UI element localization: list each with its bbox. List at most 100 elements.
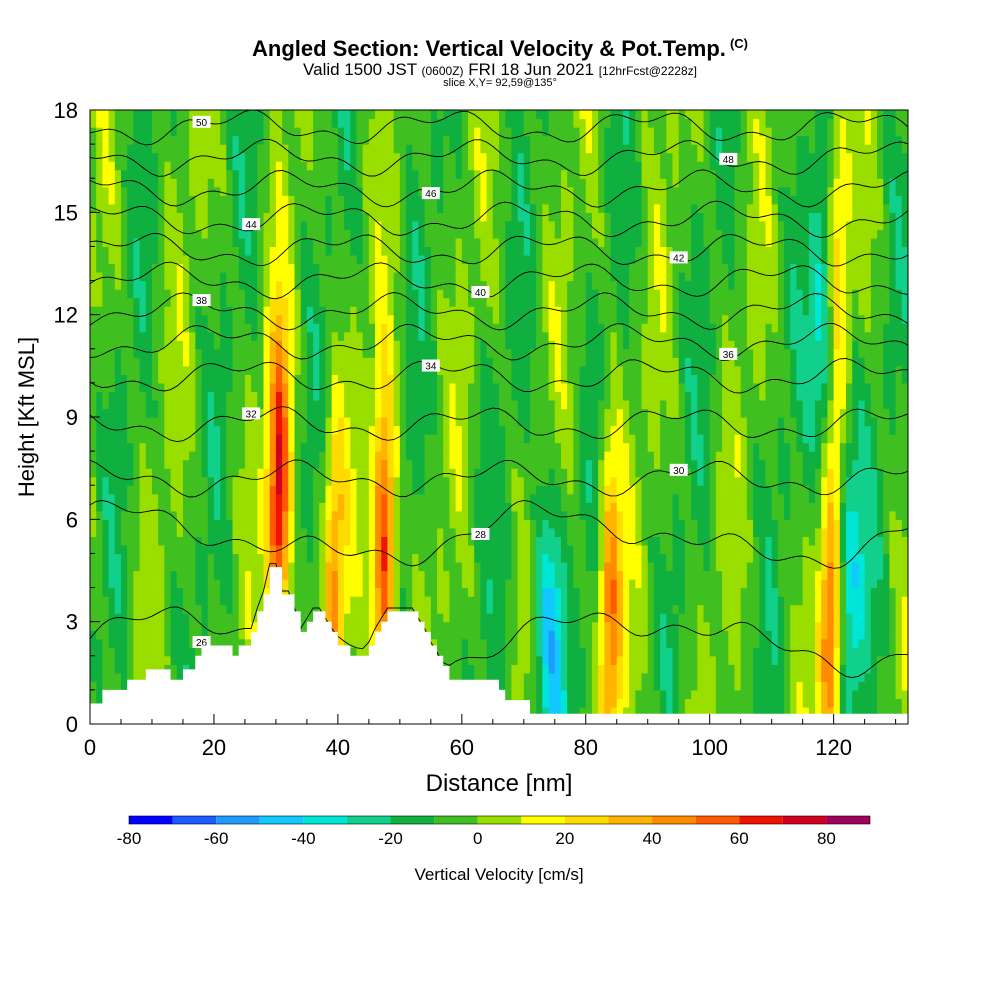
velocity-cell: [356, 314, 364, 324]
velocity-cell: [170, 672, 178, 682]
velocity-cell: [90, 476, 97, 486]
velocity-cell: [282, 553, 289, 563]
velocity-cell: [201, 536, 209, 546]
velocity-cell: [207, 272, 215, 282]
velocity-cell: [443, 331, 451, 341]
velocity-cell: [176, 195, 184, 205]
velocity-cell: [412, 135, 420, 145]
velocity-cell: [226, 451, 234, 461]
velocity-cell: [461, 263, 469, 273]
velocity-cell: [102, 127, 110, 137]
velocity-cell: [331, 391, 339, 401]
velocity-cell: [350, 502, 358, 512]
velocity-cell: [412, 297, 420, 307]
velocity-cell: [238, 510, 246, 520]
velocity-cell: [263, 519, 271, 529]
velocity-cell: [195, 289, 203, 299]
velocity-cell: [282, 118, 289, 128]
velocity-cell: [251, 169, 258, 179]
velocity-cell: [344, 468, 351, 478]
velocity-cell: [387, 144, 395, 154]
velocity-cell: [418, 425, 426, 435]
velocity-cell: [362, 323, 370, 333]
velocity-cell: [511, 323, 519, 333]
velocity-cell: [325, 613, 333, 623]
velocity-cell: [182, 127, 190, 137]
velocity-cell: [238, 596, 246, 606]
velocity-cell: [406, 476, 413, 486]
velocity-cell: [220, 382, 227, 393]
velocity-cell: [480, 280, 488, 290]
velocity-cell: [362, 186, 370, 196]
velocity-cell: [387, 399, 395, 410]
velocity-cell: [158, 357, 165, 367]
velocity-cell: [220, 110, 227, 120]
velocity-cell: [238, 519, 246, 529]
velocity-cell: [325, 144, 333, 154]
velocity-cell: [164, 306, 172, 316]
velocity-cell: [90, 110, 97, 120]
velocity-cell: [201, 246, 209, 256]
velocity-cell: [430, 468, 438, 478]
velocity-cell: [139, 451, 147, 461]
velocity-cell: [424, 110, 432, 120]
velocity-cell: [182, 314, 190, 324]
velocity-cell: [461, 510, 469, 520]
velocity-cell: [207, 365, 215, 375]
velocity-cell: [511, 161, 519, 171]
velocity-cell: [350, 587, 358, 597]
velocity-cell: [226, 553, 234, 563]
velocity-cell: [437, 399, 444, 410]
velocity-cell: [238, 561, 246, 572]
velocity-cell: [375, 536, 382, 546]
velocity-cell: [313, 357, 320, 367]
velocity-cell: [158, 399, 165, 410]
velocity-cell: [449, 502, 457, 512]
velocity-cell: [313, 229, 320, 239]
velocity-cell: [232, 425, 240, 435]
velocity-cell: [381, 161, 389, 171]
velocity-cell: [114, 331, 122, 341]
velocity-cell: [492, 348, 500, 358]
velocity-cell: [474, 476, 482, 486]
velocity-cell: [251, 272, 258, 282]
velocity-cell: [251, 604, 258, 614]
velocity-cell: [300, 459, 308, 469]
velocity-cell: [151, 502, 159, 512]
velocity-cell: [455, 553, 463, 563]
velocity-cell: [127, 672, 134, 682]
velocity-cell: [418, 399, 426, 410]
velocity-cell: [96, 527, 103, 537]
velocity-cell: [399, 476, 407, 486]
velocity-cell: [90, 536, 97, 546]
velocity-cell: [319, 519, 327, 529]
velocity-cell: [189, 417, 196, 427]
velocity-cell: [120, 186, 128, 196]
velocity-cell: [325, 468, 333, 478]
velocity-cell: [499, 254, 506, 265]
velocity-cell: [176, 417, 184, 427]
velocity-cell: [102, 365, 110, 375]
velocity-cell: [96, 220, 103, 230]
velocity-cell: [108, 553, 116, 563]
velocity-cell: [263, 357, 271, 367]
velocity-cell: [226, 144, 234, 154]
velocity-cell: [381, 579, 389, 589]
velocity-cell: [319, 280, 327, 290]
velocity-cell: [120, 647, 128, 657]
velocity-cell: [474, 561, 482, 572]
velocity-cell: [151, 110, 159, 120]
velocity-cell: [375, 561, 382, 572]
velocity-cell: [90, 246, 97, 256]
velocity-cell: [275, 237, 283, 248]
velocity-cell: [195, 425, 203, 435]
velocity-cell: [486, 212, 494, 222]
velocity-cell: [213, 527, 221, 537]
velocity-cell: [387, 485, 395, 495]
velocity-cell: [418, 110, 426, 120]
velocity-cell: [232, 178, 240, 188]
velocity-cell: [443, 613, 451, 623]
velocity-cell: [300, 127, 308, 137]
velocity-cell: [127, 655, 134, 665]
velocity-cell: [455, 587, 463, 597]
